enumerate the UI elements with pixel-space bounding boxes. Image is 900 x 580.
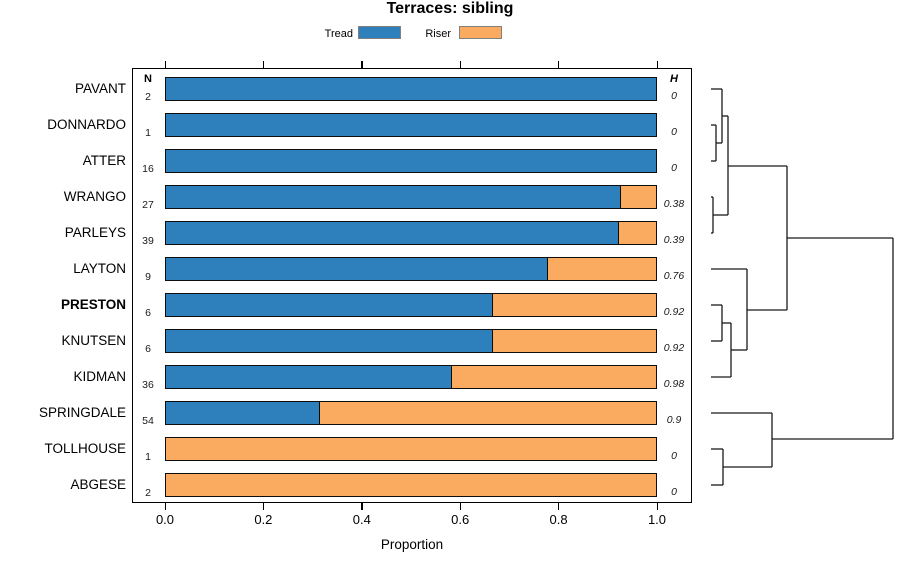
bar-segment-riser: [165, 473, 657, 497]
bar-segment-tread: [165, 329, 493, 353]
stacked-bar: [165, 473, 657, 497]
row-label: PARLEYS: [64, 225, 126, 240]
axis-tick-top: [459, 61, 461, 68]
row-n-value: 16: [142, 163, 154, 175]
row-h-value: 0: [671, 450, 677, 462]
row-h-value: 0: [671, 162, 677, 174]
row-n-value: 2: [145, 487, 151, 499]
chart-title: Terraces: sibling: [386, 0, 514, 17]
row-h-value: 0.98: [663, 378, 685, 390]
axis-tick-bottom: [262, 503, 265, 510]
row-label: SPRINGDALE: [38, 405, 126, 420]
row-h-value: 0.92: [663, 306, 685, 318]
row-label: ATTER: [82, 153, 126, 168]
stacked-bar: [165, 113, 657, 137]
stacked-bar: [165, 365, 657, 389]
row-label: WRANGO: [63, 189, 126, 204]
axis-tick-label: 0.4: [352, 512, 371, 527]
legend-label-riser: Riser: [425, 28, 451, 40]
bar-segment-riser: [618, 221, 657, 245]
legend-label-tread: Tread: [324, 28, 353, 40]
axis-tick-bottom: [361, 503, 363, 510]
bar-segment-riser: [319, 401, 657, 425]
h-column-header: H: [670, 73, 678, 85]
stacked-bar: [165, 185, 657, 209]
axis-tick-top: [361, 61, 363, 68]
row-label: LAYTON: [73, 261, 126, 276]
stacked-bar: [165, 77, 657, 101]
bar-segment-riser: [547, 257, 657, 281]
row-n-value: 1: [145, 451, 151, 463]
stacked-bar: [165, 293, 657, 317]
row-h-value: 0.92: [663, 342, 685, 354]
stacked-bar: [165, 401, 657, 425]
row-h-value: 0: [671, 90, 677, 102]
row-label: PAVANT: [74, 81, 126, 96]
row-h-value: 0.38: [663, 198, 685, 210]
row-h-value: 0: [671, 126, 677, 138]
bar-segment-tread: [165, 77, 657, 101]
stacked-bar: [165, 221, 657, 245]
bar-segment-riser: [451, 365, 657, 389]
axis-tick-top: [558, 61, 560, 68]
axis-tick-label: 0.2: [254, 512, 273, 527]
legend-swatch-riser: [459, 26, 502, 39]
row-n-value: 1: [145, 127, 151, 139]
stacked-bar: [165, 149, 657, 173]
bar-segment-riser: [492, 329, 657, 353]
axis-tick-label: 0.8: [549, 512, 568, 527]
bar-segment-riser: [620, 185, 657, 209]
n-column-header: N: [144, 73, 152, 85]
bar-segment-riser: [165, 437, 657, 461]
row-n-value: 27: [142, 199, 154, 211]
bar-segment-riser: [492, 293, 657, 317]
bar-segment-tread: [165, 257, 548, 281]
axis-tick-label: 0.6: [451, 512, 470, 527]
row-n-value: 36: [142, 379, 154, 391]
bar-segment-tread: [165, 221, 619, 245]
row-label: DONNARDO: [47, 117, 126, 132]
row-n-value: 39: [142, 235, 154, 247]
legend-swatch-tread: [358, 26, 401, 39]
row-label: PRESTON: [60, 297, 126, 312]
row-h-value: 0.76: [663, 270, 685, 282]
row-label: TOLLHOUSE: [44, 441, 126, 456]
stacked-bar: [165, 329, 657, 353]
axis-tick-label: 0.0: [155, 512, 175, 527]
row-n-value: 6: [145, 307, 151, 319]
axis-tick-label: 1.0: [647, 512, 667, 527]
row-label: ABGESE: [70, 477, 126, 492]
axis-tick-top: [262, 61, 265, 68]
stacked-bar: [165, 257, 657, 281]
row-h-value: 0: [671, 486, 677, 498]
bar-segment-tread: [165, 113, 657, 137]
plot-area: [132, 68, 692, 503]
x-axis-title: Proportion: [380, 537, 444, 552]
row-n-value: 6: [145, 343, 151, 355]
axis-tick-bottom: [656, 503, 658, 510]
bar-segment-tread: [165, 149, 657, 173]
row-label: KNUTSEN: [61, 333, 126, 348]
axis-tick-bottom: [459, 503, 461, 510]
row-n-value: 9: [145, 271, 151, 283]
bar-segment-tread: [165, 293, 493, 317]
axis-tick-bottom: [164, 503, 166, 510]
axis-tick-bottom: [558, 503, 560, 510]
axis-tick-top: [656, 61, 658, 68]
bar-segment-tread: [165, 401, 320, 425]
row-h-value: 0.39: [663, 234, 685, 246]
bar-segment-tread: [165, 185, 621, 209]
stacked-bar: [165, 437, 657, 461]
row-n-value: 54: [142, 415, 154, 427]
row-h-value: 0.9: [666, 414, 682, 426]
row-label: KIDMAN: [73, 369, 126, 384]
axis-tick-top: [164, 61, 166, 68]
row-n-value: 2: [145, 91, 151, 103]
